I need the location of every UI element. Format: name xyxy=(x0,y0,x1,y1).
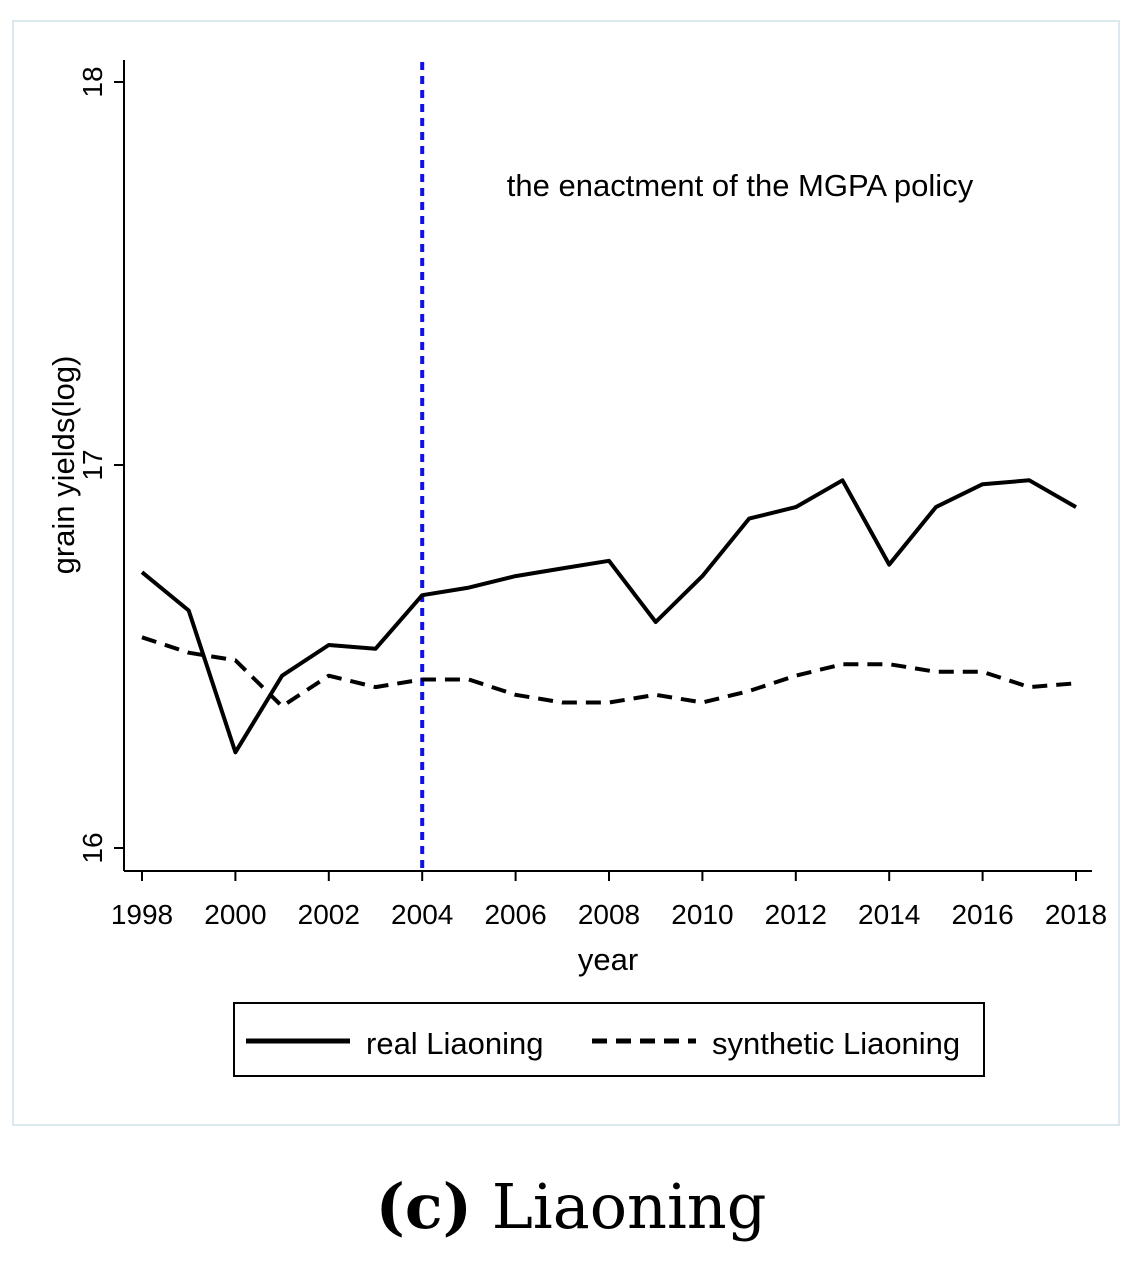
x-tick-label: 2010 xyxy=(671,899,733,930)
y-axis-label: grain yields(log) xyxy=(46,356,81,575)
legend-box xyxy=(233,1002,985,1077)
y-tick-label: 18 xyxy=(77,66,108,97)
x-tick-label: 2000 xyxy=(204,899,266,930)
y-tick-label: 16 xyxy=(77,832,108,863)
figure-caption: (c) Liaoning xyxy=(0,1170,1142,1243)
series-line-synthetic-liaoning xyxy=(141,635,1077,709)
series-layer xyxy=(140,478,1077,755)
series-line-real-liaoning xyxy=(140,478,1077,755)
x-tick-label: 2016 xyxy=(951,899,1013,930)
legend: real Liaoning synthetic Liaoning xyxy=(233,1002,985,1077)
x-tick-label: 2018 xyxy=(1045,899,1107,930)
legend-label-synthetic: synthetic Liaoning xyxy=(712,1026,960,1061)
x-axis-label: year xyxy=(578,942,638,977)
caption-text: Liaoning xyxy=(491,1170,767,1243)
x-tick-label: 2008 xyxy=(578,899,640,930)
x-tick-label: 2006 xyxy=(484,899,546,930)
x-tick-label: 2004 xyxy=(391,899,453,930)
policy-annotation: the enactment of the MGPA policy xyxy=(507,168,974,203)
x-tick-label: 1998 xyxy=(111,899,173,930)
x-tick-label: 2014 xyxy=(858,899,920,930)
axes-layer: 1998 2000 2002 2004 2006 2008 2010 2012 2014 2016… xyxy=(77,60,1107,930)
legend-label-real: real Liaoning xyxy=(366,1026,544,1061)
y-tick-label: 17 xyxy=(77,449,108,480)
x-tick-label: 2002 xyxy=(298,899,360,930)
caption-label: (c) xyxy=(375,1170,473,1243)
figure-frame xyxy=(12,20,1120,1126)
x-tick-label: 2012 xyxy=(765,899,827,930)
